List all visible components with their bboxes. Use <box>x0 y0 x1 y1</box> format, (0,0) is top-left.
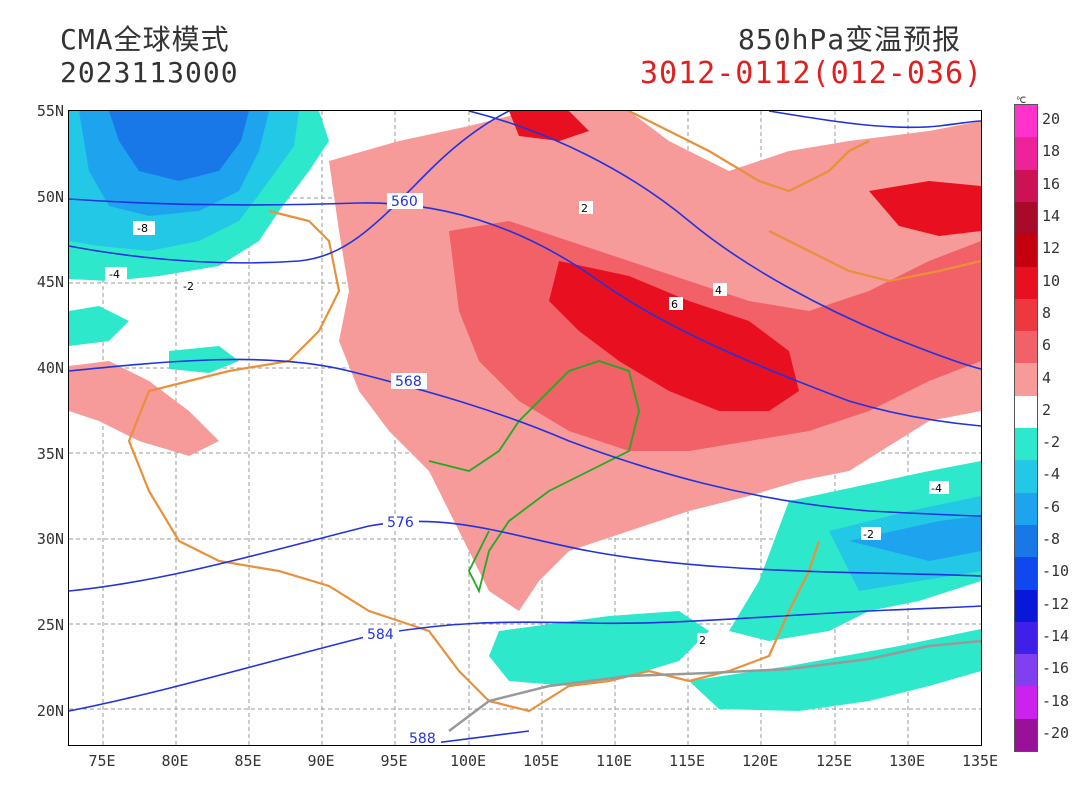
colorbar-label: 18 <box>1042 142 1061 161</box>
colorbar-label: 2 <box>1042 400 1052 419</box>
lon-label-110e: 110E <box>595 752 633 770</box>
lat-label-35n: 35N <box>36 445 64 463</box>
gh-label-576: 576 <box>387 515 414 531</box>
gh-label-560: 560 <box>391 194 418 210</box>
lon-label-80e: 80E <box>161 752 189 770</box>
colorbar-label: -4 <box>1042 465 1061 484</box>
init-time: 2023113000 <box>60 56 239 89</box>
lon-label-115e: 115E <box>668 752 706 770</box>
temp-label-minus4: -4 <box>109 268 120 281</box>
colorbar-cell <box>1015 169 1037 203</box>
temp-change-labels: -8 -4 -2 2 4 6 -2 -4 2 <box>105 201 949 647</box>
colorbar-cell <box>1015 428 1037 461</box>
lat-label-20n: 20N <box>36 702 64 720</box>
model-name: CMA全球模式 <box>60 23 230 56</box>
lat-label-30n: 30N <box>36 530 64 548</box>
colorbar-label: 14 <box>1042 207 1061 226</box>
colorbar-label: -16 <box>1042 659 1070 678</box>
temp-label-2: 2 <box>581 202 588 215</box>
warm-anomaly-north-china <box>69 111 981 611</box>
temp-label-minus2: -2 <box>183 280 194 293</box>
colorbar-label: 16 <box>1042 174 1061 193</box>
colorbar-cell <box>1015 524 1037 558</box>
colorbar-label: -10 <box>1042 562 1070 581</box>
border-lines <box>127 111 981 713</box>
lat-label-50n: 50N <box>36 188 64 206</box>
colorbar-cell <box>1015 460 1037 494</box>
valid-time-range: 3012-0112(012-036) <box>640 56 984 91</box>
lon-label-130e: 130E <box>888 752 926 770</box>
colorbar-cell <box>1015 298 1037 332</box>
colorbar-label: 8 <box>1042 303 1052 322</box>
colorbar-label: -2 <box>1042 433 1061 452</box>
colorbar-cell <box>1015 589 1037 623</box>
geopotential-labels: 560 568 576 584 588 <box>363 193 441 745</box>
lon-label-85e: 85E <box>234 752 262 770</box>
colorbar-label: -18 <box>1042 691 1070 710</box>
lon-label-125e: 125E <box>815 752 853 770</box>
colorbar-cell <box>1015 654 1037 687</box>
temp-label-minus2-se: -2 <box>863 528 874 541</box>
colorbar-label: -6 <box>1042 497 1061 516</box>
colorbar-label: 6 <box>1042 336 1052 355</box>
colorbar-label: -8 <box>1042 530 1061 549</box>
temp-label-2-south: 2 <box>699 634 706 647</box>
cold-anomaly-northwest <box>69 111 329 281</box>
colorbar-cell <box>1015 395 1037 429</box>
colorbar-label: 20 <box>1042 110 1061 129</box>
lon-label-120e: 120E <box>741 752 779 770</box>
lon-label-95e: 95E <box>380 752 408 770</box>
lat-label-45n: 45N <box>36 273 64 291</box>
colorbar-cell <box>1015 557 1037 590</box>
colorbar-cell <box>1015 105 1037 138</box>
colorbar-cell <box>1015 137 1037 171</box>
colorbar-label: 10 <box>1042 271 1061 290</box>
colorbar-label: 4 <box>1042 368 1052 387</box>
lat-label-40n: 40N <box>36 359 64 377</box>
temp-label-6: 6 <box>671 298 678 311</box>
lon-label-100e: 100E <box>449 752 487 770</box>
temp-label-4: 4 <box>715 284 722 297</box>
colorbar <box>1014 104 1038 752</box>
lon-label-75e: 75E <box>88 752 116 770</box>
colorbar-cell <box>1015 686 1037 720</box>
colorbar-label: -12 <box>1042 594 1070 613</box>
river-lines <box>428 360 640 594</box>
colorbar-cell <box>1015 621 1037 655</box>
colorbar-cell <box>1015 234 1037 267</box>
colorbar-cell <box>1015 363 1037 397</box>
geopotential-contours <box>69 111 981 745</box>
map-canvas: 560 568 576 584 588 -8 -4 -2 2 4 6 -2 <box>69 111 981 745</box>
lon-label-105e: 105E <box>522 752 560 770</box>
colorbar-label: -20 <box>1042 723 1070 742</box>
colorbar-cell <box>1015 331 1037 364</box>
gh-label-588: 588 <box>409 731 436 745</box>
gh-label-568: 568 <box>395 374 422 390</box>
gh-label-584: 584 <box>367 627 394 643</box>
colorbar-label: 12 <box>1042 239 1061 258</box>
lon-label-135e: 135E <box>961 752 999 770</box>
lon-label-90e: 90E <box>307 752 335 770</box>
colorbar-cell <box>1015 201 1037 235</box>
temp-label-minus8: -8 <box>137 222 148 235</box>
colorbar-label: -14 <box>1042 626 1070 645</box>
grey-boundary-line <box>448 639 981 732</box>
colorbar-cell <box>1015 266 1037 300</box>
temp-label-minus4-se: -4 <box>931 482 942 495</box>
colorbar-unit: ℃ <box>1016 96 1027 106</box>
product-title: 850hPa变温预报 <box>738 23 962 56</box>
forecast-map: 560 568 576 584 588 -8 -4 -2 2 4 6 -2 <box>68 110 982 746</box>
lat-label-25n: 25N <box>36 616 64 634</box>
lat-label-55n: 55N <box>36 102 64 120</box>
colorbar-cell <box>1015 492 1037 526</box>
colorbar-cell <box>1015 718 1037 752</box>
